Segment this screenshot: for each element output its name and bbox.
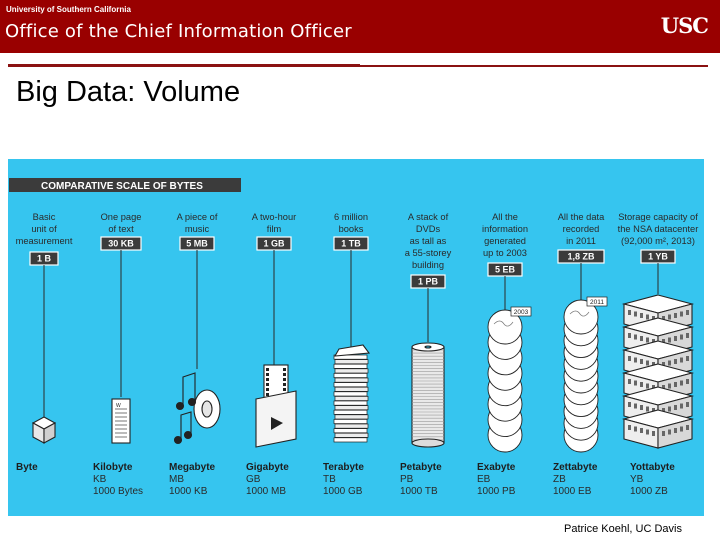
year-tag-label: 2003 [514, 309, 529, 316]
unit-description-line: in 2011 [566, 236, 596, 246]
unit-description-line: recorded [563, 224, 600, 234]
unit-equivalence: 1000 TB [400, 486, 438, 497]
unit-description-line: All the [492, 212, 518, 222]
unit-name: Petabyte [400, 462, 442, 473]
unit-equivalence: 1000 GB [323, 486, 363, 497]
unit-column-yottabyte: Storage capacity of the NSA datacenter (92… [618, 212, 699, 497]
page-icon: W [111, 398, 131, 444]
unit-equivalence: 1000 EB [553, 486, 592, 497]
banner-text: COMPARATIVE SCALE OF BYTES [41, 181, 203, 192]
unit-column-exabyte: All the information generated up to 2003 5 E… [477, 212, 532, 497]
unit-description-line: a 55-storey [405, 248, 452, 258]
slide-credit: Patrice Koehl, UC Davis [564, 523, 682, 535]
unit-description-line: All the data [558, 212, 605, 222]
unit-description-line: measurement [16, 236, 73, 246]
unit-description-line: Storage capacity of [618, 212, 698, 222]
unit-description-line: A stack of [408, 212, 449, 222]
unit-description-line: A piece of [177, 212, 218, 222]
size-badge-label: 1 PB [418, 277, 439, 287]
music-icon [173, 372, 221, 445]
size-badge-label: 1 TB [341, 239, 361, 249]
unit-abbreviation: EB [477, 474, 491, 485]
size-badge-label: 1 GB [263, 239, 285, 249]
unit-description-line: books [339, 224, 364, 234]
unit-name: Terabyte [323, 462, 364, 473]
unit-equivalence: 1000 PB [477, 486, 516, 497]
bytes-scale-figure: COMPARATIVE SCALE OF BYTES Basic unit of m… [8, 159, 704, 516]
unit-description-line: One page [101, 212, 142, 222]
usc-logo: USC [660, 13, 709, 38]
unit-equivalence: 1000 ZB [630, 486, 668, 497]
unit-abbreviation: KB [93, 474, 107, 485]
film-icon [255, 364, 297, 448]
unit-abbreviation: MB [169, 474, 184, 485]
year-tag-label: 2011 [590, 299, 604, 306]
unit-description-line: A two-hour [252, 212, 296, 222]
unit-name: Gigabyte [246, 462, 289, 473]
office-name: Office of the Chief Information Officer [5, 21, 352, 42]
unit-description-line: up to 2003 [483, 248, 527, 258]
unit-description-line: unit of [31, 224, 57, 234]
title-rule [8, 64, 360, 67]
size-badge-label: 1 B [37, 254, 52, 264]
unit-abbreviation: ZB [553, 474, 566, 485]
unit-column-petabyte: A stack of DVDs as tall as a 55-storey build… [400, 212, 452, 497]
title-rule-right [352, 65, 708, 67]
unit-abbreviation: PB [400, 474, 414, 485]
unit-equivalence: 1000 Bytes [93, 486, 143, 497]
unit-description-line: of text [108, 224, 134, 234]
unit-column-byte: Basic unit of measurement 1 B Byte [16, 212, 73, 473]
books-icon [333, 344, 371, 443]
unit-abbreviation: GB [246, 474, 261, 485]
globe-stack-icon: 2003 [487, 306, 532, 453]
unit-description-line: the NSA datacenter [618, 224, 699, 234]
cube-icon [31, 416, 57, 444]
unit-description-line: as tall as [410, 236, 447, 246]
dvd-stack-icon [411, 342, 445, 448]
size-badge-label: 1 YB [648, 252, 668, 262]
unit-name: Exabyte [477, 462, 516, 473]
unit-abbreviation: TB [323, 474, 336, 485]
datacenter-icon [621, 294, 695, 449]
unit-description-line: Basic [33, 212, 56, 222]
unit-column-zettabyte: All the data recorded in 2011 1,8 ZB 2011 Zet… [553, 212, 608, 497]
unit-abbreviation: YB [630, 474, 644, 485]
globe-tower-icon: 2011 [563, 296, 608, 453]
unit-description-line: film [267, 224, 282, 234]
header-bar: University of Southern California Office… [0, 0, 720, 53]
unit-name: Byte [16, 462, 38, 473]
unit-description-line: generated [484, 236, 526, 246]
unit-description-line: DVDs [416, 224, 441, 234]
size-badge-label: 5 EB [495, 265, 516, 275]
university-name: University of Southern California [6, 5, 131, 14]
unit-name: Megabyte [169, 462, 216, 473]
unit-name: Kilobyte [93, 462, 133, 473]
slide-title: Big Data: Volume [16, 76, 241, 108]
unit-description-line: 6 million [334, 212, 368, 222]
svg-text:W: W [116, 403, 121, 409]
unit-name: Yottabyte [630, 462, 675, 473]
banner [9, 178, 241, 192]
unit-name: Zettabyte [553, 462, 598, 473]
unit-description-line: information [482, 224, 528, 234]
unit-description-line: music [185, 224, 210, 234]
size-badge-label: 30 KB [108, 239, 134, 249]
unit-equivalence: 1000 KB [169, 486, 208, 497]
size-badge-label: 5 MB [186, 239, 208, 249]
size-badge-label: 1,8 ZB [567, 252, 595, 262]
unit-equivalence: 1000 MB [246, 486, 286, 497]
unit-description-line: (92,000 m², 2013) [621, 236, 695, 246]
unit-description-line: building [412, 260, 444, 270]
